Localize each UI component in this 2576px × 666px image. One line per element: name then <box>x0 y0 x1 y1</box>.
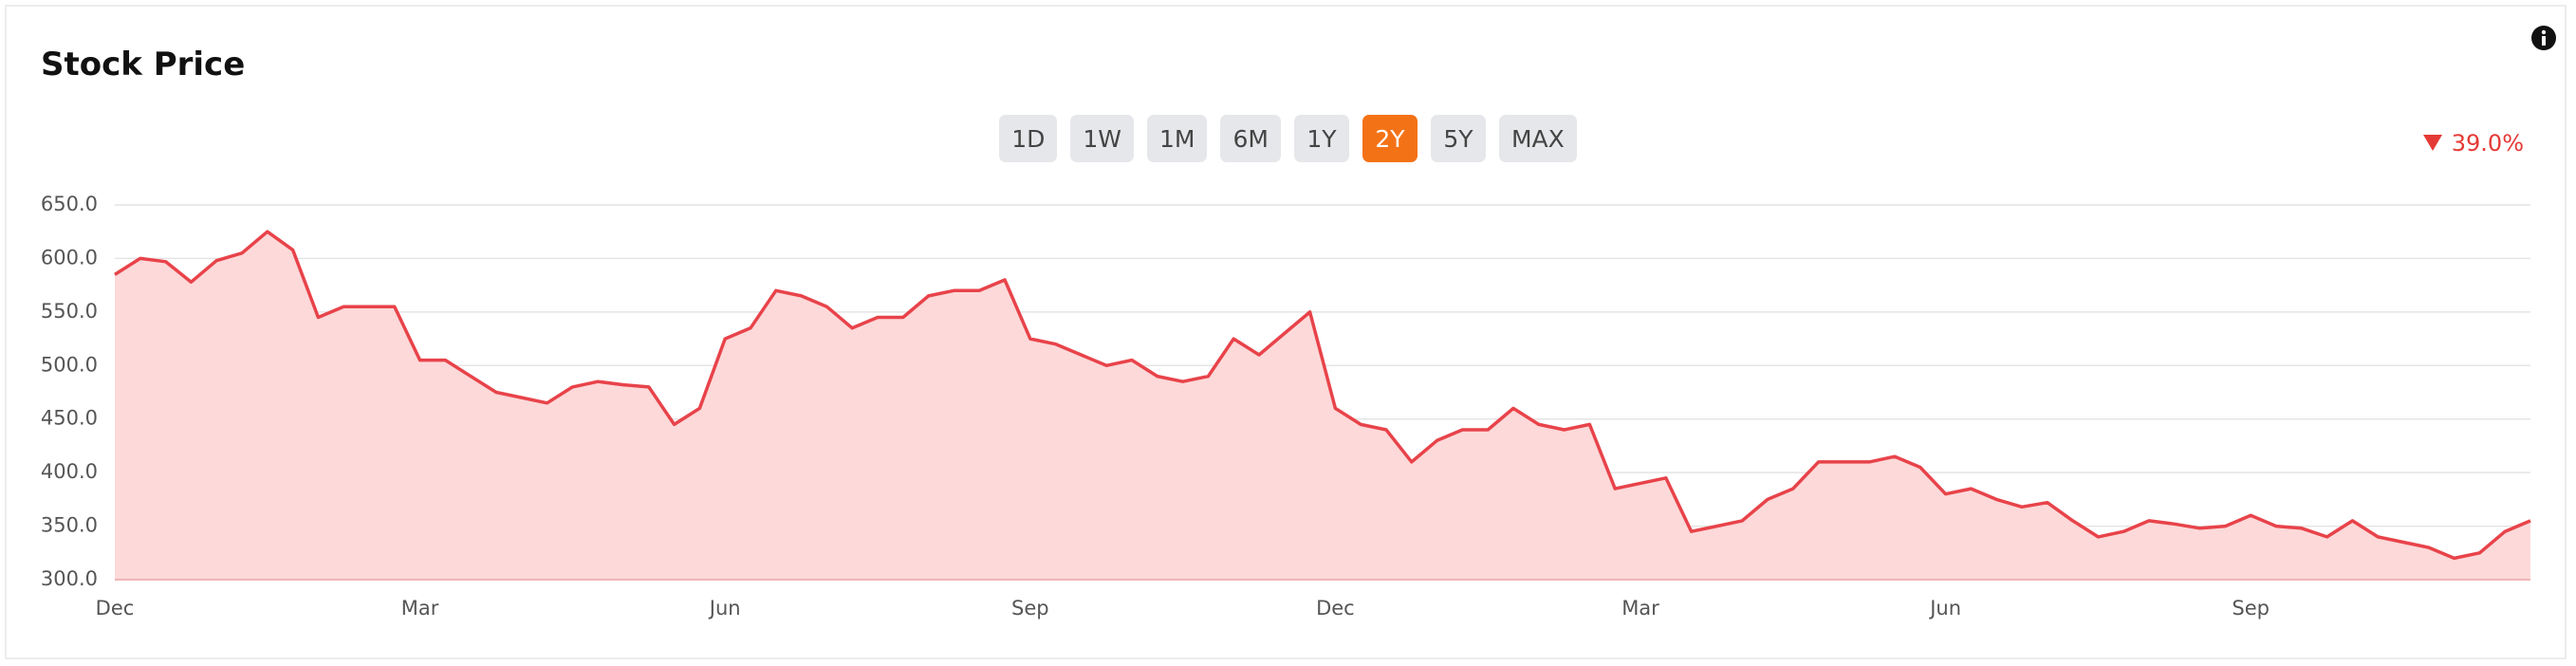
y-tick-label: 650.0 <box>41 193 98 215</box>
range-button[interactable]: MAX <box>1498 115 1577 162</box>
y-tick-label: 400.0 <box>41 460 98 483</box>
x-tick-label: Dec <box>96 597 135 620</box>
change-arrow <box>2422 135 2442 151</box>
range-selector: 1D 1W 1M 6M 1Y 2Y 5Y MAX <box>0 115 2576 162</box>
y-tick-label: 600.0 <box>41 246 98 268</box>
x-tick-label: Mar <box>401 597 439 620</box>
widget-title: Stock Price <box>41 46 246 83</box>
card <box>5 5 2567 659</box>
info-icon[interactable] <box>2530 25 2557 51</box>
x-tick-label: Mar <box>1622 597 1659 620</box>
x-tick-label: Sep <box>2232 597 2270 620</box>
y-tick-label: 300.0 <box>41 567 98 590</box>
range-button[interactable]: 1Y <box>1293 115 1349 162</box>
range-button[interactable]: 6M <box>1220 115 1281 162</box>
price-line <box>114 230 2531 561</box>
price-change: 39.0% <box>2422 130 2524 157</box>
x-tick-label: Jun <box>1928 597 1961 620</box>
change-label: 39.0% <box>2451 130 2524 157</box>
x-tick-label: Dec <box>1316 597 1355 620</box>
x-tick-label: Jun <box>708 597 741 620</box>
range-button[interactable]: 1D <box>999 115 1058 162</box>
x-tick-label: Sep <box>1011 597 1049 620</box>
range-button[interactable]: 2Y <box>1362 115 1418 162</box>
y-tick-label: 450.0 <box>41 407 98 430</box>
range-button[interactable]: 1W <box>1070 115 1134 162</box>
y-tick-label: 500.0 <box>41 353 98 376</box>
y-tick-label: 350.0 <box>41 514 98 537</box>
y-tick-label: 550.0 <box>41 300 98 323</box>
area-fill <box>115 231 2530 580</box>
range-button[interactable]: 5Y <box>1430 115 1486 162</box>
range-button[interactable]: 1M <box>1147 115 1208 162</box>
